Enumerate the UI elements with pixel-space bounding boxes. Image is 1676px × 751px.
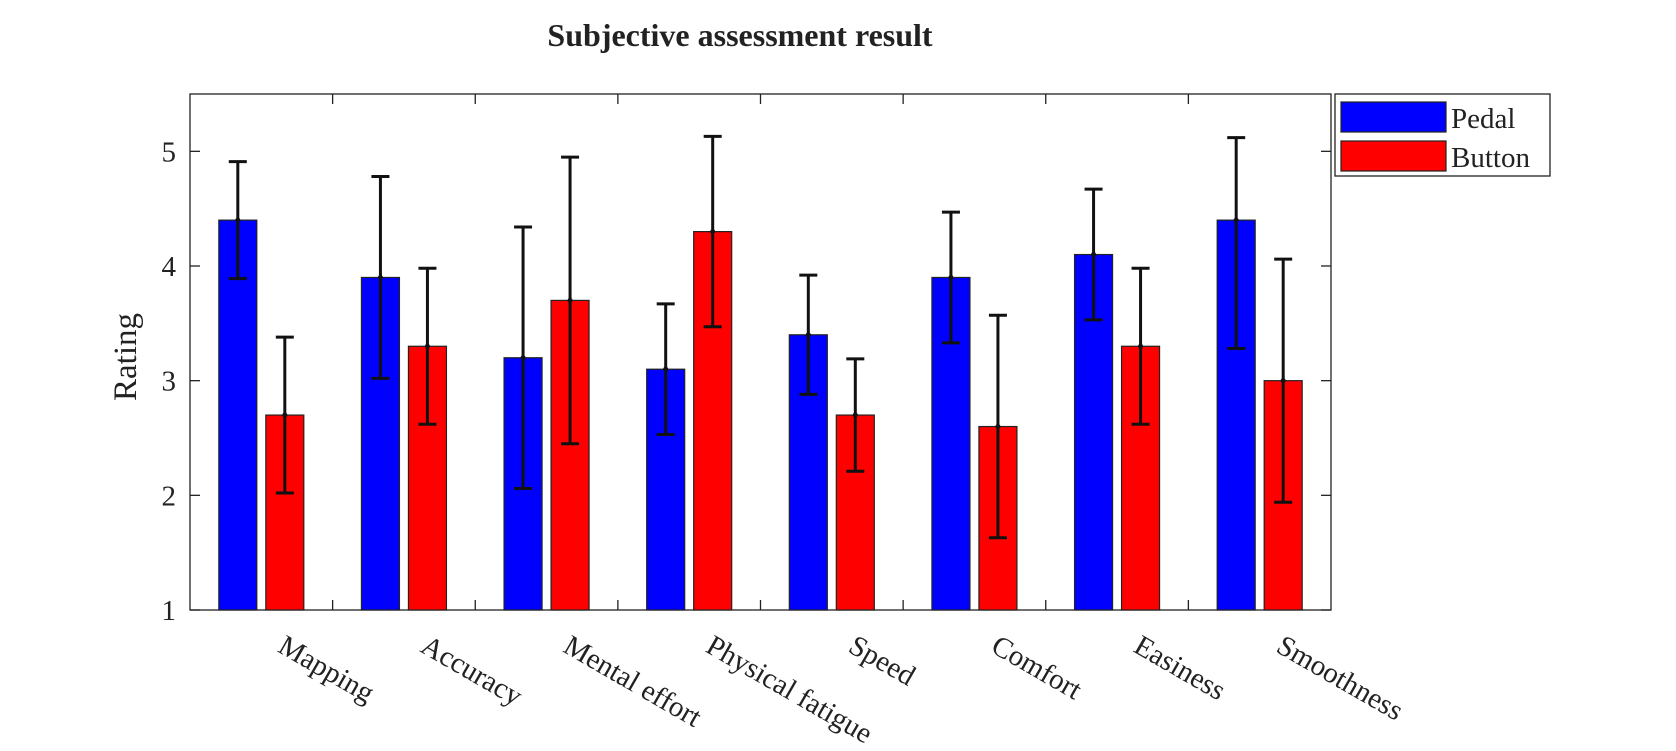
error-bar-center (1138, 343, 1144, 349)
error-bar-center (520, 355, 526, 361)
legend-label-pedal: Pedal (1451, 103, 1515, 135)
y-tick-label: 1 (162, 595, 177, 627)
legend-label-button: Button (1451, 142, 1530, 174)
error-bar (1084, 187, 1103, 322)
error-bar (371, 175, 390, 380)
error-bar-center (1233, 217, 1239, 223)
error-bar-center (424, 343, 430, 349)
error-bar (846, 357, 865, 473)
error-bar (1274, 257, 1293, 504)
x-tick-label: Smoothness (1271, 629, 1408, 727)
error-bar (656, 302, 675, 437)
y-tick-label: 3 (162, 366, 177, 398)
x-tick-label: Comfort (986, 629, 1087, 706)
x-tick-label: Accuracy (415, 629, 528, 713)
error-bar-center (663, 366, 669, 372)
error-bar (703, 134, 722, 329)
error-bar-center (567, 297, 573, 303)
error-bar-center (805, 332, 811, 338)
error-bar (799, 273, 818, 396)
error-bar-center (1091, 252, 1097, 258)
x-tick-label: Easiness (1129, 629, 1231, 707)
error-bar (418, 266, 437, 426)
y-tick-label: 4 (162, 251, 177, 283)
bar-pedal (360, 276, 401, 611)
y-tick-label: 5 (162, 136, 177, 168)
error-bar-center (1280, 378, 1286, 384)
error-bar-center (377, 274, 383, 280)
error-bar (941, 210, 960, 345)
legend-swatch-button (1340, 140, 1447, 172)
x-tick-label: Mental effort (558, 629, 707, 733)
error-bar (988, 313, 1007, 540)
error-bar-center (852, 412, 858, 418)
y-tick-label: 2 (162, 480, 177, 512)
error-bar (1131, 266, 1150, 426)
y-axis-label: Rating (108, 313, 144, 401)
error-bar-center (995, 424, 1001, 430)
error-bar-center (235, 217, 241, 223)
error-bar-center (948, 274, 954, 280)
x-tick-label: Speed (843, 629, 921, 692)
x-tick-label: Mapping (273, 629, 380, 709)
error-bar (275, 335, 294, 495)
error-bar-center (282, 412, 288, 418)
error-bar-center (710, 229, 716, 235)
bar-pedal (1216, 219, 1256, 611)
error-bar (514, 225, 533, 490)
bar-pedal (218, 219, 258, 611)
error-bar (561, 155, 580, 446)
error-bar (1227, 136, 1246, 351)
error-bar (228, 160, 247, 281)
chart-title: Subjective assessment result (547, 17, 933, 53)
legend: Pedal Button (1334, 93, 1551, 177)
legend-swatch-pedal (1340, 101, 1447, 133)
